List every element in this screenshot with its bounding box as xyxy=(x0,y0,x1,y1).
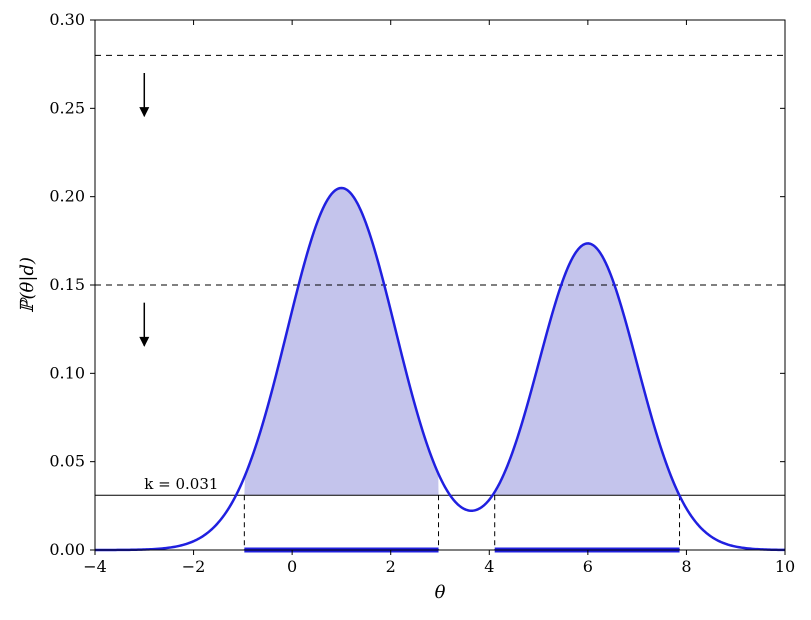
x-tick-label: 10 xyxy=(775,557,795,576)
y-tick-label: 0.10 xyxy=(49,363,85,382)
y-axis-label: ℙ(θ|d) xyxy=(17,257,38,313)
y-tick-label: 0.05 xyxy=(49,452,85,471)
x-tick-label: −4 xyxy=(83,557,107,576)
y-tick-label: 0.25 xyxy=(49,98,85,117)
x-tick-label: −2 xyxy=(182,557,206,576)
y-tick-label: 0.30 xyxy=(49,10,85,29)
x-tick-label: 4 xyxy=(484,557,494,576)
x-tick-label: 8 xyxy=(681,557,691,576)
y-tick-label: 0.15 xyxy=(49,275,85,294)
x-axis-label: θ xyxy=(435,582,446,603)
chart-container: k = 0.031 −4 −2 0 2 4 6 8 10 0.00 0.05 0.10 0.15 0.20… xyxy=(0,0,811,620)
y-tick-label: 0.20 xyxy=(49,187,85,206)
k-label: k = 0.031 xyxy=(144,475,218,493)
x-tick-label: 2 xyxy=(386,557,396,576)
x-tick-label: 6 xyxy=(583,557,593,576)
y-tick-label: 0.00 xyxy=(49,540,85,559)
posterior-density-chart: k = 0.031 −4 −2 0 2 4 6 8 10 0.00 0.05 0.10 0.15 0.20… xyxy=(0,0,811,620)
x-tick-label: 0 xyxy=(287,557,297,576)
